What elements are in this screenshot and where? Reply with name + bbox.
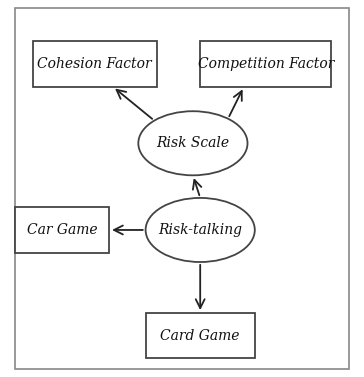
Text: Car Game: Car Game (27, 223, 97, 237)
FancyBboxPatch shape (200, 41, 331, 87)
Text: Risk-talking: Risk-talking (158, 223, 242, 237)
FancyBboxPatch shape (15, 207, 109, 253)
Text: Card Game: Card Game (161, 328, 240, 343)
Ellipse shape (138, 111, 248, 175)
FancyBboxPatch shape (146, 313, 255, 358)
FancyBboxPatch shape (33, 41, 157, 87)
Ellipse shape (146, 198, 255, 262)
Text: Competition Factor: Competition Factor (198, 57, 334, 71)
Text: Cohesion Factor: Cohesion Factor (37, 57, 152, 71)
Text: Risk Scale: Risk Scale (157, 136, 229, 150)
